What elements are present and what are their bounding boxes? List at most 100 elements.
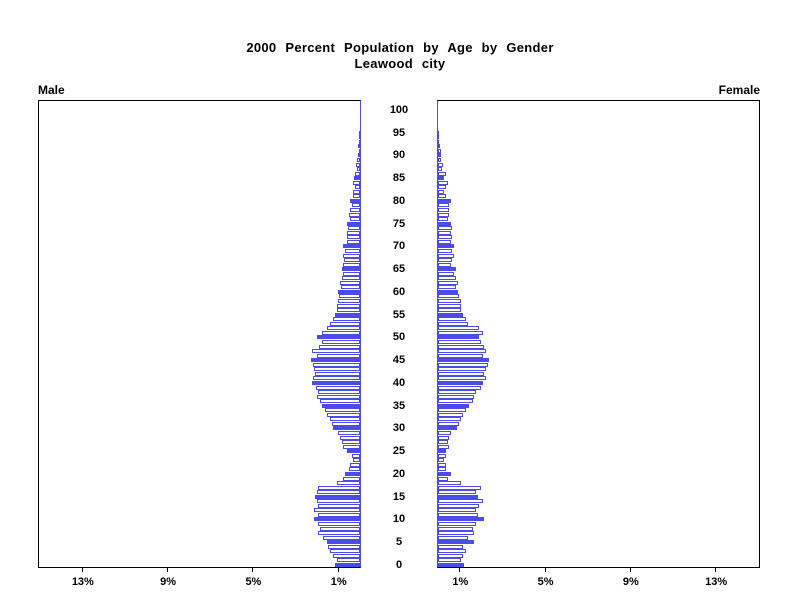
female-bar-age-5 [438,540,475,545]
male-bar-age-37 [316,394,360,399]
male-bar-age-33 [326,412,360,417]
male-bar-age-60 [338,289,360,294]
male-bar-age-48 [319,344,360,349]
male-bar-age-49 [321,340,360,344]
female-pct-tick-label-13: 13% [705,576,728,588]
female-bar-age-27 [438,440,448,445]
female-bar-age-49 [438,340,482,344]
male-bar-age-81 [352,194,360,199]
male-bar-age-62 [339,280,360,285]
female-bar-age-90 [438,153,442,158]
female-bar-age-30 [438,426,457,431]
male-bar-age-12 [313,508,360,513]
female-bar-age-19 [438,476,448,481]
male-bar-age-84 [353,180,360,185]
male-bar-age-56 [337,308,360,313]
female-bar-age-46 [438,353,483,358]
male-bar-age-38 [318,390,360,395]
male-bar-age-63 [341,276,360,281]
female-bar-age-85 [438,176,445,181]
female-bar-age-14 [438,499,483,504]
male-bar-age-46 [316,353,360,358]
age-tick-label-75: 75 [392,217,406,230]
male-bar-age-91 [358,148,360,153]
male-bar-age-34 [325,408,360,413]
male-bar-age-1 [336,558,360,563]
age-tick-label-90: 90 [392,149,406,162]
age-tick-label-60: 60 [392,285,406,298]
male-bar-age-19 [343,476,360,481]
male-bar-age-7 [318,531,360,536]
male-bar-age-66 [343,262,360,267]
female-bar-age-37 [438,394,475,399]
female-bar-age-52 [438,326,480,331]
female-bar-age-3 [438,549,466,554]
female-bar-age-42 [438,371,485,376]
female-bar-age-68 [438,253,455,258]
female-bar-age-74 [438,226,453,231]
female-pct-tick-1 [459,568,461,572]
male-plot-area [38,100,361,568]
female-bar-age-2 [438,553,463,558]
female-bar-age-64 [438,271,455,276]
male-bar-age-45 [310,358,360,363]
male-bar-age-5 [326,540,360,545]
male-bar-age-39 [315,385,360,390]
male-bar-age-9 [318,522,360,527]
male-bar-age-27 [341,440,360,445]
female-plot-area [437,100,760,568]
age-tick-label-70: 70 [392,240,406,253]
age-tick-label-35: 35 [392,399,406,412]
male-bar-age-50 [317,335,360,340]
female-bar-age-87 [438,167,443,172]
male-bar-age-86 [355,171,360,176]
age-tick-label-20: 20 [392,467,406,480]
male-bar-age-35 [321,403,360,408]
female-bar-age-22 [438,462,447,467]
male-bar-age-57 [336,303,360,308]
male-pct-tick-label-1: 1% [330,576,347,588]
age-tick-label-50: 50 [392,331,406,344]
male-bar-age-16 [316,490,360,495]
female-bar-age-26 [438,444,450,449]
female-bar-age-45 [438,358,490,363]
male-bar-age-31 [331,421,360,426]
male-bar-age-11 [318,512,360,517]
female-bar-age-29 [438,431,451,436]
female-bar-age-28 [438,435,450,440]
male-pct-tick-5 [252,568,254,572]
female-bar-age-31 [438,421,460,426]
female-bar-age-76 [438,217,448,222]
male-bar-age-85 [354,176,360,181]
female-bar-age-75 [438,221,451,226]
female-bar-age-62 [438,280,458,285]
male-bar-age-44 [313,362,360,367]
male-bar-age-20 [345,471,360,476]
female-bar-age-92 [438,144,440,149]
male-bar-age-64 [342,271,360,276]
female-bar-age-91 [438,148,441,153]
female-bar-age-0 [438,563,465,567]
male-bar-age-26 [343,444,360,449]
age-tick-label-0: 0 [395,559,403,571]
male-bar-age-94 [359,135,360,140]
male-bar-age-90 [358,153,360,158]
chart-subtitle: Leawood city [354,56,446,71]
age-tick-label-15: 15 [392,490,406,503]
female-bar-age-56 [438,308,462,313]
female-bar-age-51 [438,330,483,335]
male-bar-age-77 [349,212,360,217]
female-bar-age-40 [438,380,483,385]
male-bar-age-51 [321,330,360,335]
female-bar-age-63 [438,276,456,281]
age-tick-label-95: 95 [392,126,406,139]
female-bar-age-34 [438,408,466,413]
female-bar-age-43 [438,367,486,372]
male-bar-age-0 [335,563,360,567]
female-bar-age-86 [438,171,446,176]
female-bar-age-33 [438,412,463,417]
female-bar-age-70 [438,244,455,249]
female-bar-age-53 [438,321,468,326]
female-bar-age-83 [438,185,447,190]
